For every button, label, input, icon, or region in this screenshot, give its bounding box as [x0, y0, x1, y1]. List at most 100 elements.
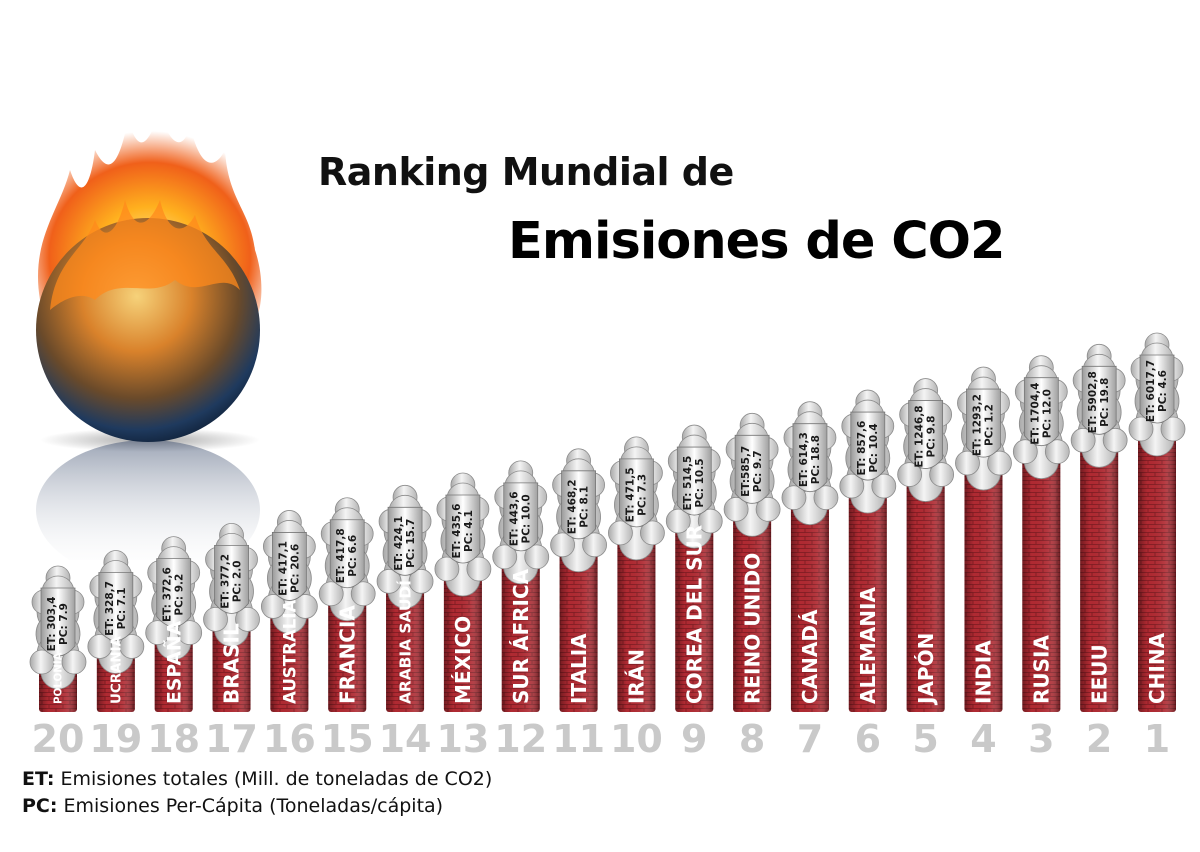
label-plate	[561, 470, 596, 540]
label-plate	[1139, 354, 1175, 424]
label-plate	[676, 446, 712, 516]
chimney-group: ET: 377,2 PC: 2.0 BRASIL 17	[203, 522, 260, 761]
rank-number: 12	[494, 717, 547, 761]
smoke-puff	[292, 594, 318, 619]
et-label: ET: 372,6	[162, 567, 174, 622]
chimney-shade	[1138, 415, 1176, 712]
chimney-shade	[1080, 426, 1119, 712]
smoke-puff	[524, 544, 550, 570]
country-label: RUSIA	[1030, 635, 1054, 704]
rank-number: 1	[1144, 717, 1170, 761]
et-label: ET: 471,5	[624, 467, 636, 522]
country-label: BRASIL	[220, 623, 244, 704]
country-label: ARABIA SAUDÍ	[396, 580, 415, 704]
smoke-puff	[492, 544, 518, 570]
rank-number: 13	[436, 717, 489, 761]
et-label: ET: 417,1	[277, 541, 289, 596]
chimney-group: ET: 5902,8 PC: 19.8 EEUU 2	[1070, 343, 1128, 761]
label-plate	[214, 544, 249, 614]
smoke-cloud	[260, 510, 318, 634]
country-label: CANADÁ	[798, 609, 822, 704]
smoke-cloud	[781, 401, 839, 526]
rank-number: 19	[89, 717, 142, 761]
et-label: ET: 1246,8	[914, 405, 926, 467]
smoke-cloud	[203, 522, 260, 647]
rank-number: 3	[1028, 717, 1054, 761]
smoke-puff	[203, 606, 228, 632]
smoke-cloud	[87, 550, 145, 674]
label-plate	[734, 434, 770, 504]
rank-number: 6	[855, 717, 881, 761]
country-label: CHINA	[1145, 632, 1169, 704]
chimney-group: ET: 514,5 PC: 10.5 COREA DEL SUR 9	[665, 424, 723, 761]
smoke-cloud	[29, 565, 87, 690]
legend-pc-key: PC:	[22, 795, 58, 817]
country-label: EEUU	[1087, 644, 1111, 704]
chimney-shade	[443, 555, 482, 712]
country-label: FRANCIA	[335, 605, 359, 704]
country-label: UCRANIA	[110, 635, 125, 704]
legend: ET: Emisiones totales (Mill. de tonelada…	[22, 768, 492, 822]
chimney-group: ET: 1293,2 PC: 1.2 INDIA 4	[955, 366, 1012, 761]
smoke-puff	[1044, 439, 1070, 465]
smoke-puff	[408, 568, 434, 594]
smoke-puff	[640, 520, 665, 546]
pc-label: PC: 18.8	[810, 435, 822, 484]
pc-label: PC: 7.1	[116, 588, 128, 630]
chimney-shade	[559, 530, 598, 712]
et-label: ET: 468,2	[567, 479, 579, 534]
pc-label: PC: 4.6	[1157, 370, 1169, 412]
smoke-cloud	[1012, 355, 1070, 480]
smoke-puff	[376, 568, 402, 594]
pc-label: PC: 7.9	[58, 603, 70, 645]
smoke-puff	[608, 520, 633, 546]
et-label: ET: 417,8	[335, 528, 347, 583]
smoke-puff	[871, 473, 897, 499]
chimney-shade	[790, 483, 829, 712]
legend-et-text: Emisiones totales (Mill. de toneladas de…	[60, 768, 493, 790]
et-label: ET: 424,1	[393, 516, 405, 571]
et-label: ET: 1704,4	[1029, 383, 1041, 445]
country-label: COREA DEL SUR	[682, 525, 706, 704]
country-label: ALEMANIA	[856, 587, 880, 704]
rank-number: 18	[147, 717, 200, 761]
country-label: REINO UNIDO	[740, 553, 764, 704]
smoke-puff	[87, 634, 113, 659]
label-plate	[156, 558, 192, 628]
chimney-shade	[617, 518, 656, 712]
chimney-group: ET:585,7 PC: 9.7 REINO UNIDO 8	[723, 412, 781, 761]
smoke-cloud	[1128, 332, 1186, 457]
chimney-group: ET: 1704,4 PC: 12.0 RUSIA 3	[1012, 355, 1070, 761]
label-plate	[792, 423, 828, 493]
country-label: POLONIA	[53, 652, 65, 704]
title-line-2: Emisiones de CO2	[508, 212, 1005, 271]
pc-label: PC: 10.4	[868, 423, 880, 472]
rank-number: 9	[681, 717, 707, 761]
country-label: ESPAÑA	[161, 620, 185, 704]
chimney-group: ET: 417,1 PC: 20.6 AUSTRALIA 16	[260, 510, 318, 761]
country-label: IRÁN	[625, 649, 649, 704]
smoke-cloud	[897, 378, 955, 502]
country-label: MÉXICO	[451, 616, 475, 704]
chimney-shade	[733, 495, 772, 712]
smoke-puff	[434, 556, 460, 582]
smoke-puff	[1070, 427, 1096, 453]
et-label: ET: 303,4	[46, 597, 58, 652]
smoke-puff	[582, 532, 607, 558]
smoke-puff	[897, 462, 923, 487]
rank-number: 5	[912, 717, 938, 761]
chimney-group: ET: 424,1 PC: 15.7 ARABIA SAUDÍ 14	[376, 484, 434, 761]
label-plate	[387, 506, 423, 576]
chimney-shade	[906, 460, 945, 712]
chimney-group: ET: 303,4 PC: 7.9 POLONIA 20	[29, 565, 87, 761]
chimney-shade	[675, 507, 714, 712]
et-label: ET: 6017,7	[1145, 360, 1157, 422]
smoke-puff	[177, 620, 203, 646]
pc-label: PC: 8.1	[579, 486, 591, 528]
rank-number: 20	[32, 717, 85, 761]
smoke-puff	[1128, 416, 1154, 442]
smoke-puff	[466, 556, 492, 582]
chimney-group: ET: 471,5 PC: 7.3 IRÁN 10	[608, 436, 665, 761]
smoke-cloud	[1070, 343, 1128, 468]
